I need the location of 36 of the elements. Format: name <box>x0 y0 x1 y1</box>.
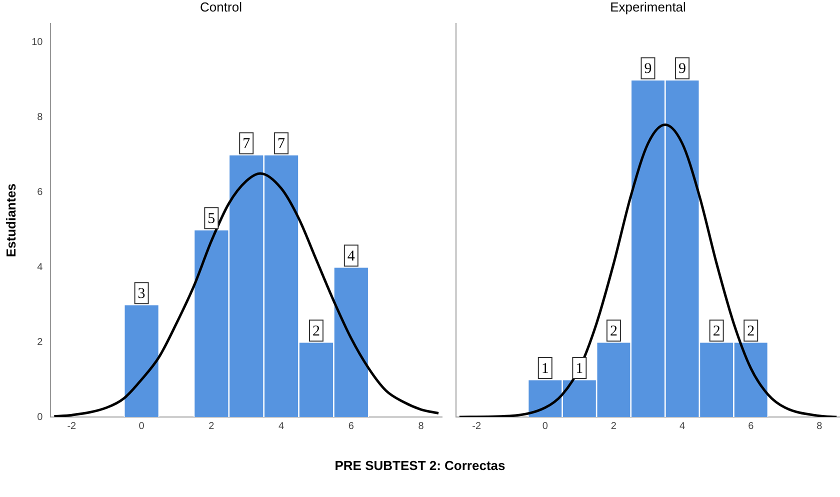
x-tick-label: 6 <box>748 420 754 432</box>
x-tick-label: 0 <box>542 420 548 432</box>
x-tick-label: 4 <box>680 420 686 432</box>
x-tick-label: 0 <box>138 420 145 432</box>
y-tick-label: 10 <box>32 37 44 48</box>
chart-title: Control <box>200 0 242 14</box>
chart-title: Experimental <box>610 0 686 14</box>
x-tick-label: 2 <box>610 420 617 432</box>
line-series <box>52 172 440 417</box>
x-tick-label: 2 <box>208 420 215 432</box>
data-label: 3 <box>138 286 146 302</box>
y-tick-label: 2 <box>37 336 44 348</box>
y-axis-title: Estudiantes <box>3 183 18 258</box>
data-label: 2 <box>712 324 720 340</box>
data-label: 2 <box>747 324 755 340</box>
x-tick-label: -2 <box>67 420 77 432</box>
data-label: 2 <box>610 324 618 340</box>
x-tick-label: 4 <box>278 420 285 432</box>
x-tick-label: 8 <box>816 420 823 432</box>
data-label: 9 <box>678 61 686 78</box>
data-label: 1 <box>576 360 584 377</box>
data-label: 2 <box>312 324 320 340</box>
data-label: 1 <box>541 360 549 377</box>
x-tick-label: 6 <box>348 420 354 432</box>
y-tick-label: 8 <box>37 112 44 124</box>
y-tick-label: 6 <box>37 186 44 198</box>
data-label: 4 <box>347 248 356 265</box>
data-label: 5 <box>208 211 216 228</box>
data-label: 7 <box>278 136 286 152</box>
data-label: 7 <box>242 136 251 152</box>
x-tick-label: -2 <box>472 420 482 432</box>
x-axis-title: PRE SUBTEST 2: Correctas <box>334 458 506 473</box>
data-label: 9 <box>644 61 652 78</box>
y-tick-label: 4 <box>37 262 44 273</box>
x-tick-label: 8 <box>418 420 424 432</box>
y-tick-label: 0 <box>37 412 44 423</box>
